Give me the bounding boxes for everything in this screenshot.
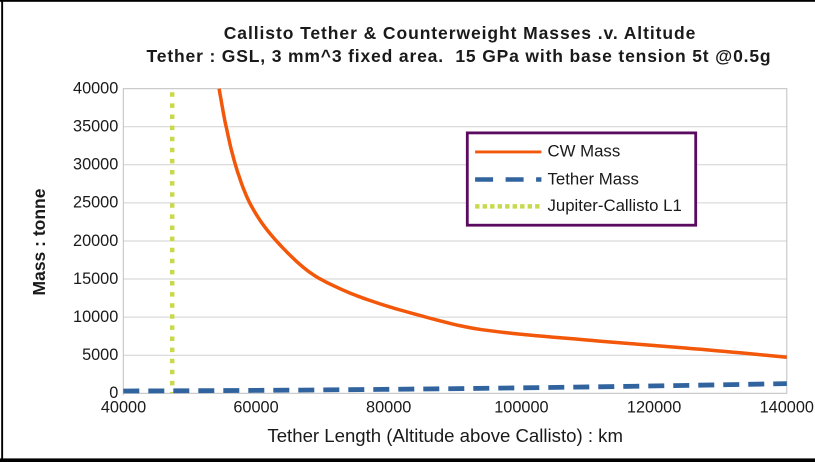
svg-text:Tether Mass: Tether Mass	[548, 169, 639, 188]
svg-text:25000: 25000	[73, 194, 118, 212]
svg-text:30000: 30000	[73, 156, 118, 174]
svg-text:Mass : tonne: Mass : tonne	[29, 188, 49, 295]
svg-text:Jupiter-Callisto L1: Jupiter-Callisto L1	[548, 196, 682, 215]
svg-text:140000: 140000	[760, 399, 814, 417]
svg-text:60000: 60000	[233, 399, 278, 417]
svg-text:80000: 80000	[366, 399, 411, 417]
svg-text:40000: 40000	[73, 80, 118, 98]
svg-text:100000: 100000	[494, 399, 548, 417]
svg-text:Callisto Tether & Counterweigh: Callisto Tether & Counterweight Masses .…	[224, 23, 697, 43]
svg-text:120000: 120000	[627, 399, 681, 417]
svg-text:35000: 35000	[73, 118, 118, 136]
svg-text:5000: 5000	[82, 346, 118, 364]
svg-text:Tether Length (Altitude above: Tether Length (Altitude above Callisto) …	[267, 425, 623, 446]
svg-text:0: 0	[109, 384, 118, 402]
svg-text:10000: 10000	[73, 308, 118, 326]
svg-text:CW Mass: CW Mass	[548, 142, 621, 161]
svg-text:Tether : GSL, 3 mm^3 fixed are: Tether : GSL, 3 mm^3 fixed area. 15 GPa …	[147, 46, 772, 66]
svg-text:40000: 40000	[101, 399, 146, 417]
svg-text:20000: 20000	[73, 232, 118, 250]
svg-text:15000: 15000	[73, 270, 118, 288]
